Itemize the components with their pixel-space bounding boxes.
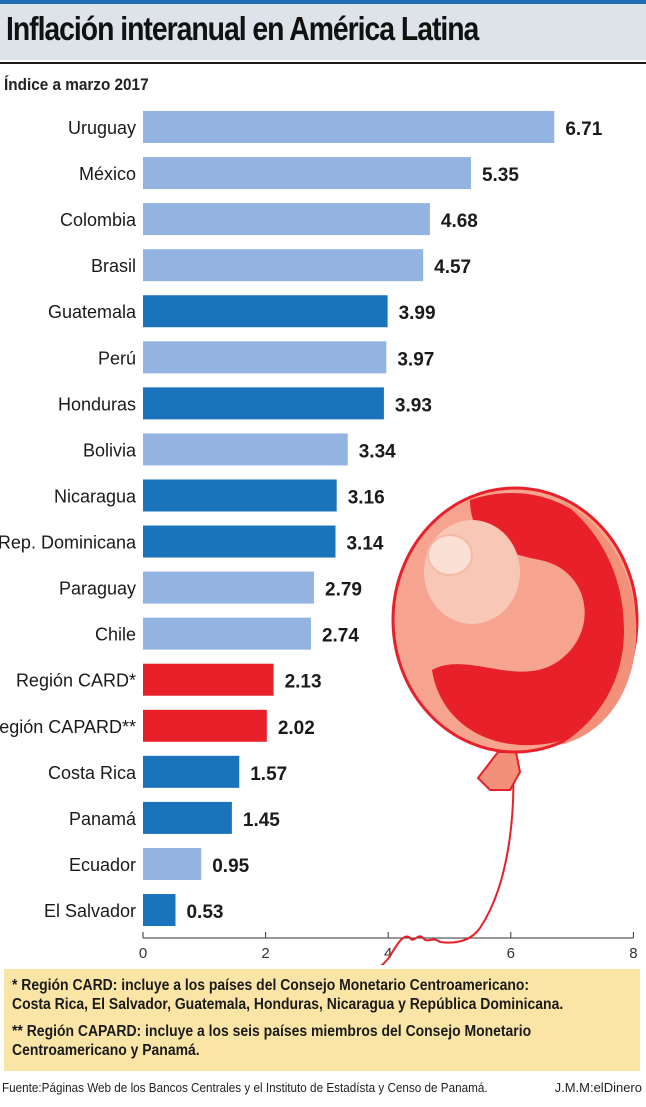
value-label: 4.57 <box>434 257 471 278</box>
bar <box>143 709 267 742</box>
x-tick-label: 8 <box>629 945 637 962</box>
value-label: 2.74 <box>322 626 359 647</box>
category-label: Bolivia <box>83 440 137 460</box>
x-tick-label: 6 <box>507 945 515 962</box>
value-label: 6.71 <box>565 119 602 140</box>
value-label: 0.53 <box>186 902 223 923</box>
title-band <box>0 4 646 60</box>
bar <box>143 249 424 282</box>
category-label: Chile <box>95 625 136 645</box>
note-capard-line2: Centroamericano y Panamá. <box>12 1042 200 1059</box>
category-label: Paraguay <box>59 579 136 599</box>
value-label: 3.16 <box>348 487 385 508</box>
category-label: Región CARD* <box>16 671 136 691</box>
bar-chart: Uruguay 6.71 México 5.35 Colombia 4.68 Brasil 4… <box>0 111 639 965</box>
bar <box>143 341 387 374</box>
category-label: Guatemala <box>48 302 137 322</box>
balloon-knot <box>476 751 522 791</box>
chart-title: Inflación interanual en América Latina <box>6 10 479 47</box>
bar <box>143 387 384 420</box>
bar <box>143 479 337 512</box>
category-label: Uruguay <box>68 118 136 138</box>
bar <box>143 525 336 558</box>
bar <box>143 571 315 604</box>
bar <box>143 847 202 880</box>
category-label: Panamá <box>69 809 137 829</box>
value-label: 3.34 <box>359 441 396 462</box>
x-axis: 0 2 4 6 8 <box>139 932 638 962</box>
source-text: Fuente:Páginas Web de los Bancos Central… <box>2 1080 488 1095</box>
notes-box: * Región CARD: incluye a los países del … <box>4 969 640 1071</box>
bar <box>143 203 430 236</box>
bar <box>143 617 311 650</box>
category-label: Rep. Dominicana <box>0 533 137 553</box>
bar <box>143 157 471 190</box>
title-rule <box>0 62 646 64</box>
bar <box>143 801 232 834</box>
value-label: 3.93 <box>395 395 432 416</box>
value-label: 2.79 <box>325 580 362 601</box>
note-capard-line1: ** Región CAPARD: incluye a los seis paí… <box>12 1023 532 1040</box>
bar <box>143 755 240 788</box>
value-label: 1.45 <box>243 810 280 831</box>
category-label: Nicaragua <box>54 486 137 506</box>
category-label: Ecuador <box>69 855 136 875</box>
value-label: 3.99 <box>399 303 436 324</box>
balloon-string <box>380 751 515 965</box>
note-card-line1: * Región CARD: incluye a los países del … <box>12 977 530 994</box>
bar <box>143 111 555 143</box>
credit-text: J.M.M:elDinero <box>554 1080 642 1095</box>
bar <box>143 894 176 927</box>
value-label: 1.57 <box>250 764 287 785</box>
x-tick-label: 0 <box>139 945 147 962</box>
balloon-gloss <box>427 534 473 576</box>
bar <box>143 295 388 328</box>
bar <box>143 663 274 696</box>
balloon-illustration <box>380 486 639 965</box>
category-label: México <box>79 164 136 184</box>
bar <box>143 433 348 466</box>
value-label: 2.13 <box>285 672 322 693</box>
value-label: 0.95 <box>212 856 249 877</box>
top-rule <box>0 0 646 4</box>
balloon-right-rim <box>560 500 637 745</box>
category-label: Honduras <box>58 394 136 414</box>
value-label: 5.35 <box>482 165 519 186</box>
value-label: 4.68 <box>441 211 478 232</box>
value-label: 2.02 <box>278 718 315 739</box>
x-tick-label: 2 <box>261 945 269 962</box>
x-tick-label: 4 <box>384 945 392 962</box>
balloon-red-body <box>432 492 637 746</box>
chart-subtitle: Índice a marzo 2017 <box>4 75 149 94</box>
category-label: Región CAPARD** <box>0 717 136 737</box>
category-label: El Salvador <box>44 901 136 921</box>
value-label: 3.14 <box>346 534 383 555</box>
category-label: Perú <box>98 348 136 368</box>
note-card-line2: Costa Rica, El Salvador, Guatemala, Hond… <box>12 996 564 1013</box>
value-label: 3.97 <box>397 349 434 370</box>
category-label: Costa Rica <box>48 763 137 783</box>
category-label: Brasil <box>91 256 136 276</box>
category-label: Colombia <box>60 210 137 230</box>
bars-layer: Uruguay 6.71 México 5.35 Colombia 4.68 Brasil 4… <box>0 111 603 927</box>
